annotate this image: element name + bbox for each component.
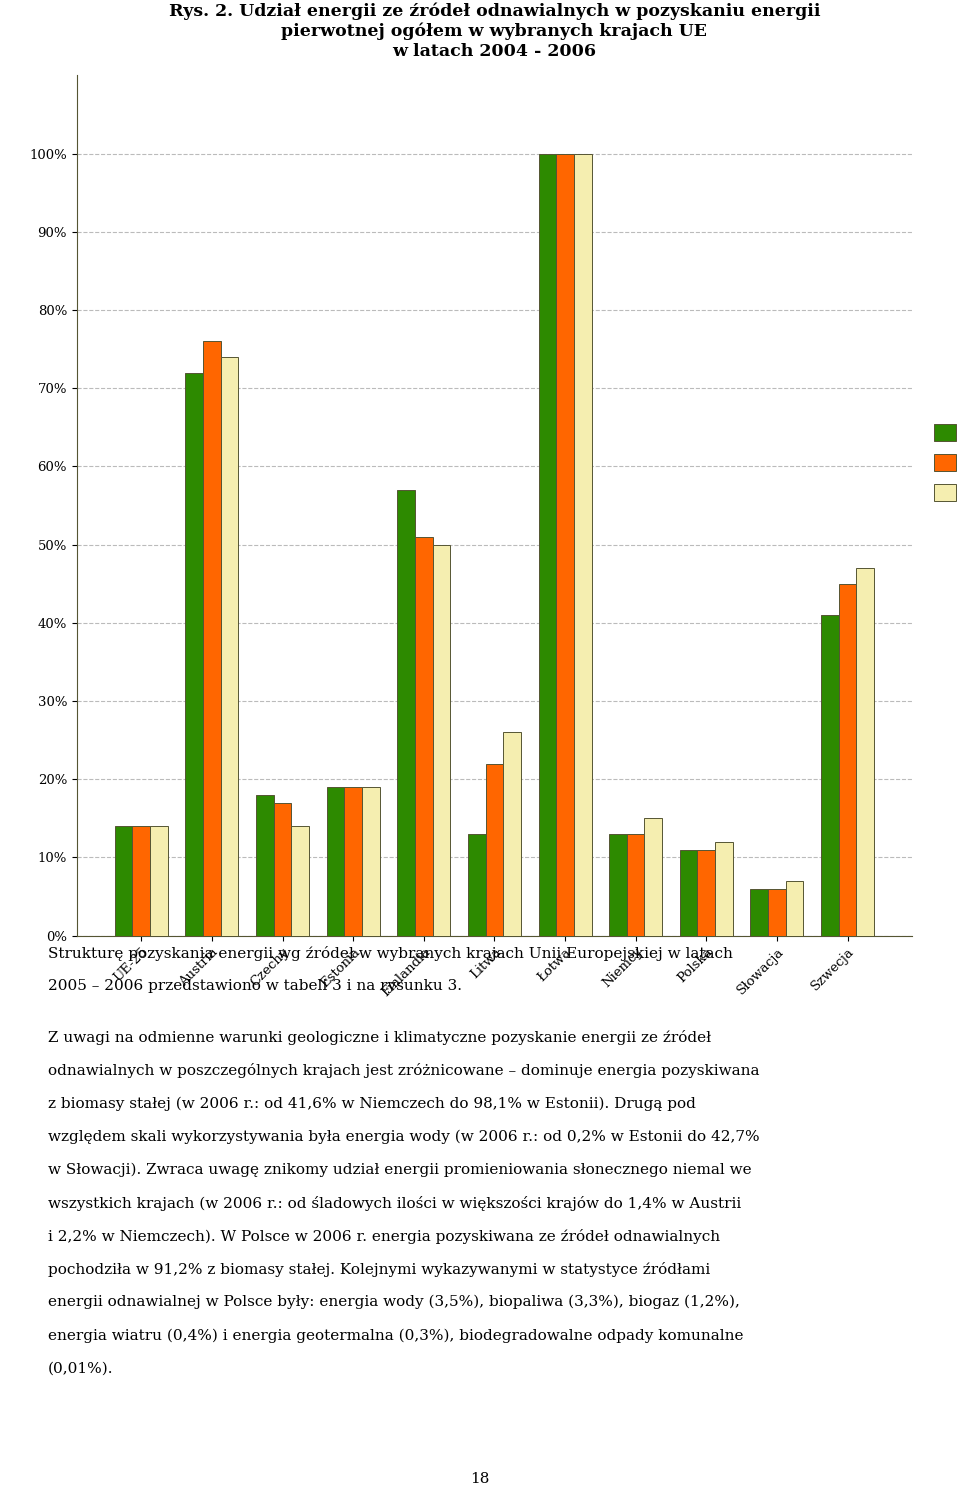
Bar bbox=[221, 358, 238, 936]
Bar bbox=[326, 788, 345, 936]
Bar bbox=[468, 834, 486, 936]
Text: (0,01%).: (0,01%). bbox=[48, 1361, 113, 1375]
Bar bbox=[132, 825, 150, 936]
Bar bbox=[768, 889, 785, 936]
Bar bbox=[150, 825, 168, 936]
Bar bbox=[839, 584, 856, 936]
Text: odnawialnych w poszczególnych krajach jest zróżnicowane – dominuje energia pozys: odnawialnych w poszczególnych krajach je… bbox=[48, 1064, 759, 1079]
Legend: 2004, 2005, 2006: 2004, 2005, 2006 bbox=[928, 418, 960, 507]
Text: 2005 – 2006 przedstawiono w tabeli 3 i na rysunku 3.: 2005 – 2006 przedstawiono w tabeli 3 i n… bbox=[48, 979, 462, 993]
Text: i 2,2% w Niemczech). W Polsce w 2006 r. energia pozyskiwana ze źródeł odnawialny: i 2,2% w Niemczech). W Polsce w 2006 r. … bbox=[48, 1228, 720, 1243]
Bar bbox=[715, 842, 732, 936]
Text: Z uwagi na odmienne warunki geologiczne i klimatyczne pozyskanie energii ze źród: Z uwagi na odmienne warunki geologiczne … bbox=[48, 1031, 711, 1046]
Bar bbox=[821, 616, 839, 936]
Text: 18: 18 bbox=[470, 1473, 490, 1486]
Bar bbox=[556, 154, 574, 936]
Bar bbox=[274, 803, 291, 936]
Text: energia wiatru (0,4%) i energia geotermalna (0,3%), biodegradowalne odpady komun: energia wiatru (0,4%) i energia geoterma… bbox=[48, 1328, 743, 1343]
Bar bbox=[433, 545, 450, 936]
Text: wszystkich krajach (w 2006 r.: od śladowych ilości w większości krajów do 1,4% w: wszystkich krajach (w 2006 r.: od śladow… bbox=[48, 1195, 741, 1210]
Bar bbox=[345, 788, 362, 936]
Text: Strukturę pozyskania energii wg źródeł w wybranych krajach Unii Europejskiej w l: Strukturę pozyskania energii wg źródeł w… bbox=[48, 946, 732, 961]
Bar bbox=[785, 881, 804, 936]
Bar bbox=[291, 825, 309, 936]
Bar bbox=[644, 818, 662, 936]
Bar bbox=[856, 567, 874, 936]
Text: z biomasy stałej (w 2006 r.: od 41,6% w Niemczech do 98,1% w Estonii). Drugą pod: z biomasy stałej (w 2006 r.: od 41,6% w … bbox=[48, 1097, 696, 1111]
Title: Rys. 2. Udział energii ze źródeł odnawialnych w pozyskaniu energii
pierwotnej og: Rys. 2. Udział energii ze źródeł odnawia… bbox=[169, 3, 820, 60]
Bar bbox=[415, 537, 433, 936]
Text: energii odnawialnej w Polsce były: energia wody (3,5%), biopaliwa (3,3%), biogaz: energii odnawialnej w Polsce były: energ… bbox=[48, 1295, 740, 1310]
Text: względem skali wykorzystywania była energia wody (w 2006 r.: od 0,2% w Estonii d: względem skali wykorzystywania była ener… bbox=[48, 1130, 759, 1144]
Bar bbox=[610, 834, 627, 936]
Bar bbox=[362, 788, 379, 936]
Bar bbox=[486, 764, 503, 936]
Bar bbox=[185, 373, 204, 936]
Bar bbox=[256, 795, 274, 936]
Bar bbox=[698, 850, 715, 936]
Bar bbox=[204, 341, 221, 936]
Bar bbox=[397, 490, 415, 936]
Bar bbox=[503, 732, 521, 936]
Bar bbox=[539, 154, 556, 936]
Bar bbox=[574, 154, 591, 936]
Bar bbox=[751, 889, 768, 936]
Bar bbox=[115, 825, 132, 936]
Bar bbox=[627, 834, 644, 936]
Bar bbox=[680, 850, 698, 936]
Text: w Słowacji). Zwraca uwagę znikomy udział energii promieniowania słonecznego niem: w Słowacji). Zwraca uwagę znikomy udział… bbox=[48, 1162, 752, 1177]
Text: pochodziła w 91,2% z biomasy stałej. Kolejnymi wykazywanymi w statystyce źródłam: pochodziła w 91,2% z biomasy stałej. Kol… bbox=[48, 1262, 710, 1277]
